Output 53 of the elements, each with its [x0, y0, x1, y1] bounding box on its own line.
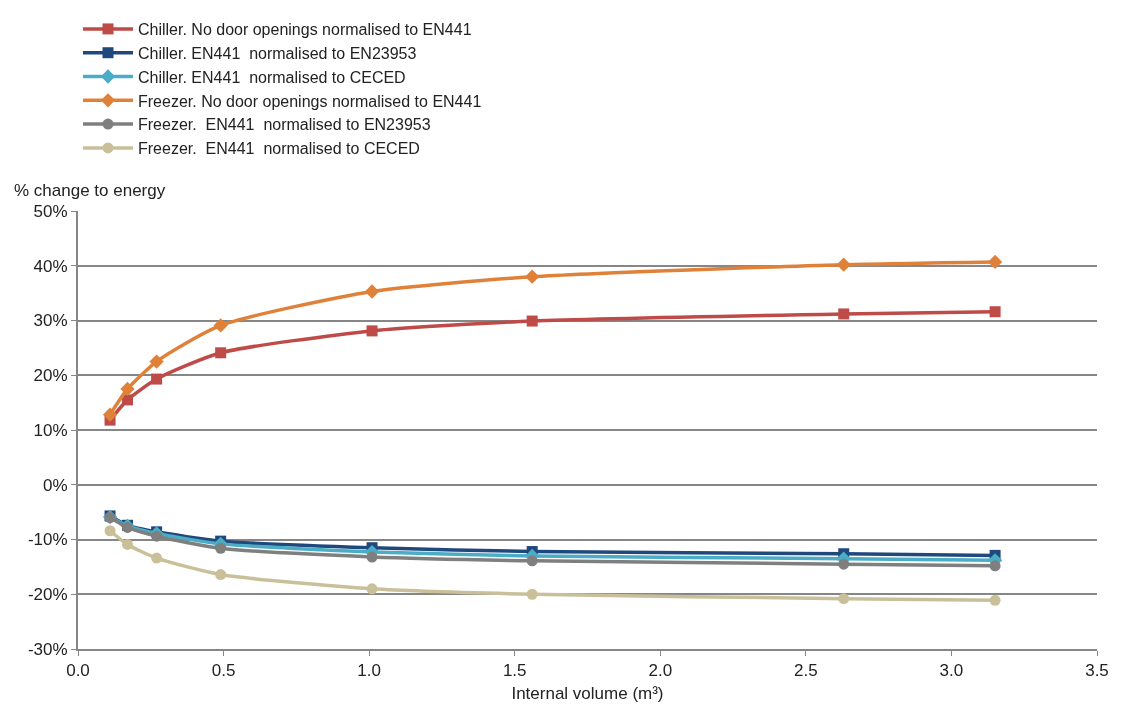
y-tick-label: 50% [33, 201, 68, 221]
point [526, 315, 538, 327]
legend-label: Chiller. EN441 normalised to CECED [138, 68, 406, 86]
point [364, 284, 380, 299]
legend-label: Freezer. EN441 normalised to EN23953 [138, 116, 431, 134]
point [838, 558, 850, 570]
point [526, 555, 538, 567]
y-tick-label: -30% [27, 639, 68, 659]
point [215, 569, 227, 581]
x-tick-label: 0.5 [211, 661, 236, 681]
y-tick-label: 0% [43, 475, 68, 495]
point [151, 552, 163, 564]
point [836, 257, 851, 272]
point [121, 538, 133, 550]
point [525, 269, 540, 284]
point [366, 583, 378, 595]
point [213, 318, 228, 333]
point [526, 588, 538, 600]
legend-label: Chiller. EN441 normalised to EN23953 [138, 44, 417, 62]
point [989, 594, 1001, 606]
x-tick-label: 2.5 [794, 661, 818, 681]
x-tick-label: 1.0 [357, 661, 381, 681]
y-tick-label: 10% [33, 420, 68, 440]
x-tick-label: 1.5 [502, 661, 527, 681]
y-tick-label: -20% [27, 585, 68, 605]
legend-label: Chiller. No door openings normalised to EN441 [138, 21, 472, 39]
point [366, 551, 378, 563]
x-tick-label: 2.0 [648, 661, 673, 681]
point [104, 525, 116, 537]
point [151, 530, 163, 542]
point [987, 254, 1003, 270]
point [215, 347, 227, 359]
y-tick-label: 20% [33, 366, 68, 386]
point [120, 381, 135, 397]
legend-label: Freezer. EN441 normalised to CECED [138, 140, 420, 158]
point [838, 593, 850, 605]
point [366, 325, 378, 337]
point [151, 373, 163, 385]
y-tick-label: 40% [33, 256, 68, 276]
x-tick-label: 3.5 [1085, 661, 1109, 681]
x-axis-title: Internal volume (m³) [511, 684, 664, 704]
point [149, 354, 164, 369]
x-tick-label: 3.0 [939, 661, 964, 681]
x-tick-label: 0.0 [66, 661, 90, 681]
point [989, 306, 1001, 318]
point [102, 407, 118, 422]
point [838, 308, 850, 320]
point [215, 542, 227, 554]
y-tick-label: 30% [33, 311, 68, 331]
y-tick-label: -10% [27, 530, 68, 550]
point [989, 560, 1001, 572]
y-axis-title: % change to energy [14, 181, 166, 200]
legend-label: Freezer. No door openings normalised to EN441 [138, 92, 482, 110]
